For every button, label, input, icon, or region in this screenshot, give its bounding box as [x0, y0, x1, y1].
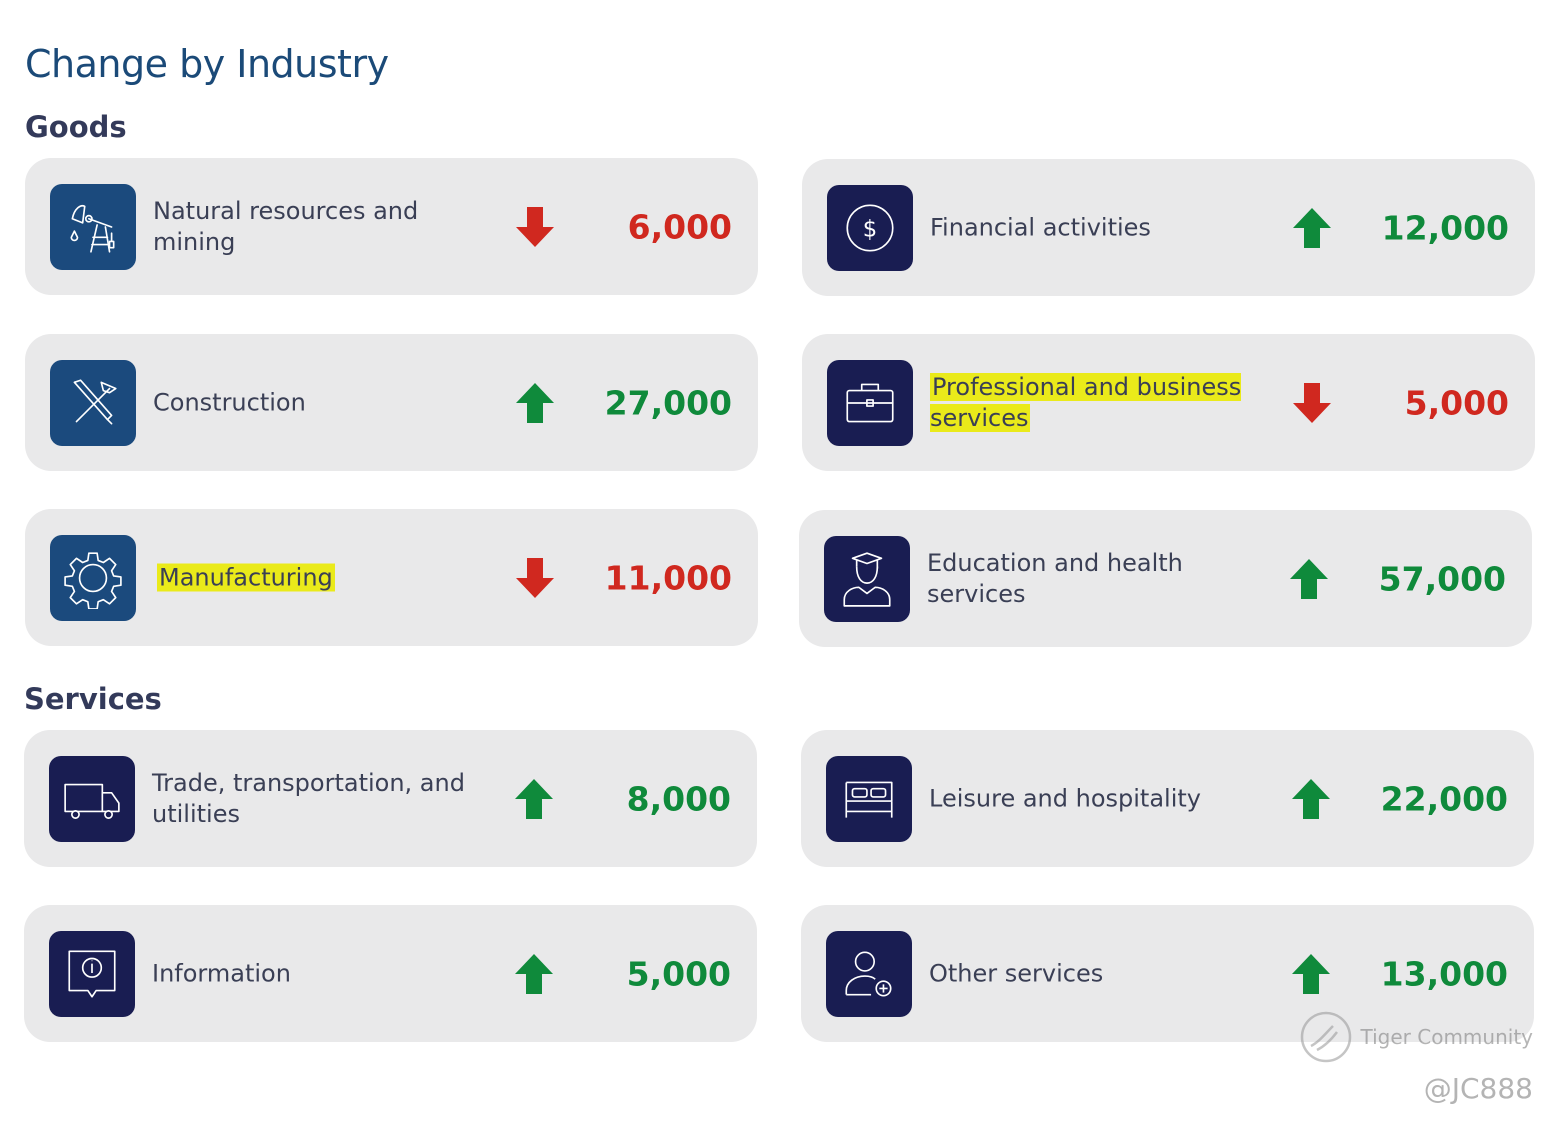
arrow-up-icon	[1293, 208, 1331, 248]
change-value: 8,000	[626, 779, 731, 818]
arrow-up-icon	[516, 383, 554, 423]
oil-derrick-icon	[50, 184, 136, 270]
change-value: 12,000	[1381, 208, 1509, 247]
change-value: 27,000	[604, 383, 732, 422]
industry-label: Leisure and hospitality	[929, 784, 1201, 812]
gear-icon	[50, 535, 136, 621]
change-value: 11,000	[604, 558, 732, 597]
arrow-up-icon	[515, 779, 553, 819]
change-value: 5,000	[1404, 383, 1509, 422]
truck-icon	[49, 756, 135, 842]
industry-card-manufacturing: Manufacturing 11,000	[25, 509, 758, 646]
change-value: 5,000	[626, 954, 731, 993]
change-value: 6,000	[627, 207, 732, 246]
industry-label: Other services	[929, 959, 1104, 987]
dollar-coin-icon: $	[827, 185, 913, 271]
arrow-down-icon	[1293, 383, 1331, 423]
section-goods-heading: Goods	[25, 110, 127, 144]
industry-card-other: Other services 13,000	[801, 905, 1534, 1042]
arrow-down-icon	[516, 207, 554, 247]
industry-card-leisure: Leisure and hospitality 22,000	[801, 730, 1534, 867]
tools-icon	[50, 360, 136, 446]
industry-label: Professional and business services	[930, 372, 1260, 434]
section-services-heading: Services	[24, 682, 162, 716]
info-bubble-icon	[49, 931, 135, 1017]
arrow-up-icon	[1290, 559, 1328, 599]
watermark-text: Tiger Community	[1360, 1025, 1534, 1049]
industry-card-natural-resources: Natural resources and mining 6,000	[25, 158, 758, 295]
industry-card-education-health: Education and health services 57,000	[799, 510, 1532, 647]
graduate-icon	[824, 536, 910, 622]
industry-label: Information	[152, 959, 291, 987]
industry-card-trade: Trade, transportation, and utilities 8,0…	[24, 730, 757, 867]
industry-label: Education and health services	[927, 548, 1183, 608]
industry-card-professional: Professional and business services 5,000	[802, 334, 1535, 471]
industry-label: Natural resources and mining	[153, 196, 419, 256]
highlighted-text: Professional and business services	[930, 372, 1242, 432]
industry-label: Construction	[153, 388, 306, 416]
watermark-handle: @JC888	[1423, 1072, 1533, 1105]
tiger-logo-icon	[1300, 1011, 1351, 1063]
industry-card-construction: Construction 27,000	[25, 334, 758, 471]
arrow-up-icon	[1292, 779, 1330, 819]
change-value: 22,000	[1380, 779, 1508, 818]
industry-label: Manufacturing	[157, 562, 487, 593]
change-value: 57,000	[1378, 559, 1506, 598]
briefcase-icon	[827, 360, 913, 446]
arrow-up-icon	[515, 954, 553, 994]
industry-label: Financial activities	[930, 213, 1151, 241]
watermark: Tiger Community	[1299, 1010, 1534, 1064]
bed-icon	[826, 756, 912, 842]
arrow-down-icon	[516, 558, 554, 598]
industry-card-information: Information 5,000	[24, 905, 757, 1042]
industry-label: Trade, transportation, and utilities	[152, 768, 465, 828]
page-title: Change by Industry	[25, 42, 389, 86]
svg-text:$: $	[863, 216, 877, 242]
industry-card-financial: $ Financial activities 12,000	[802, 159, 1535, 296]
change-value: 13,000	[1380, 954, 1508, 993]
highlighted-text: Manufacturing	[157, 563, 335, 591]
user-add-icon	[826, 931, 912, 1017]
arrow-up-icon	[1292, 954, 1330, 994]
